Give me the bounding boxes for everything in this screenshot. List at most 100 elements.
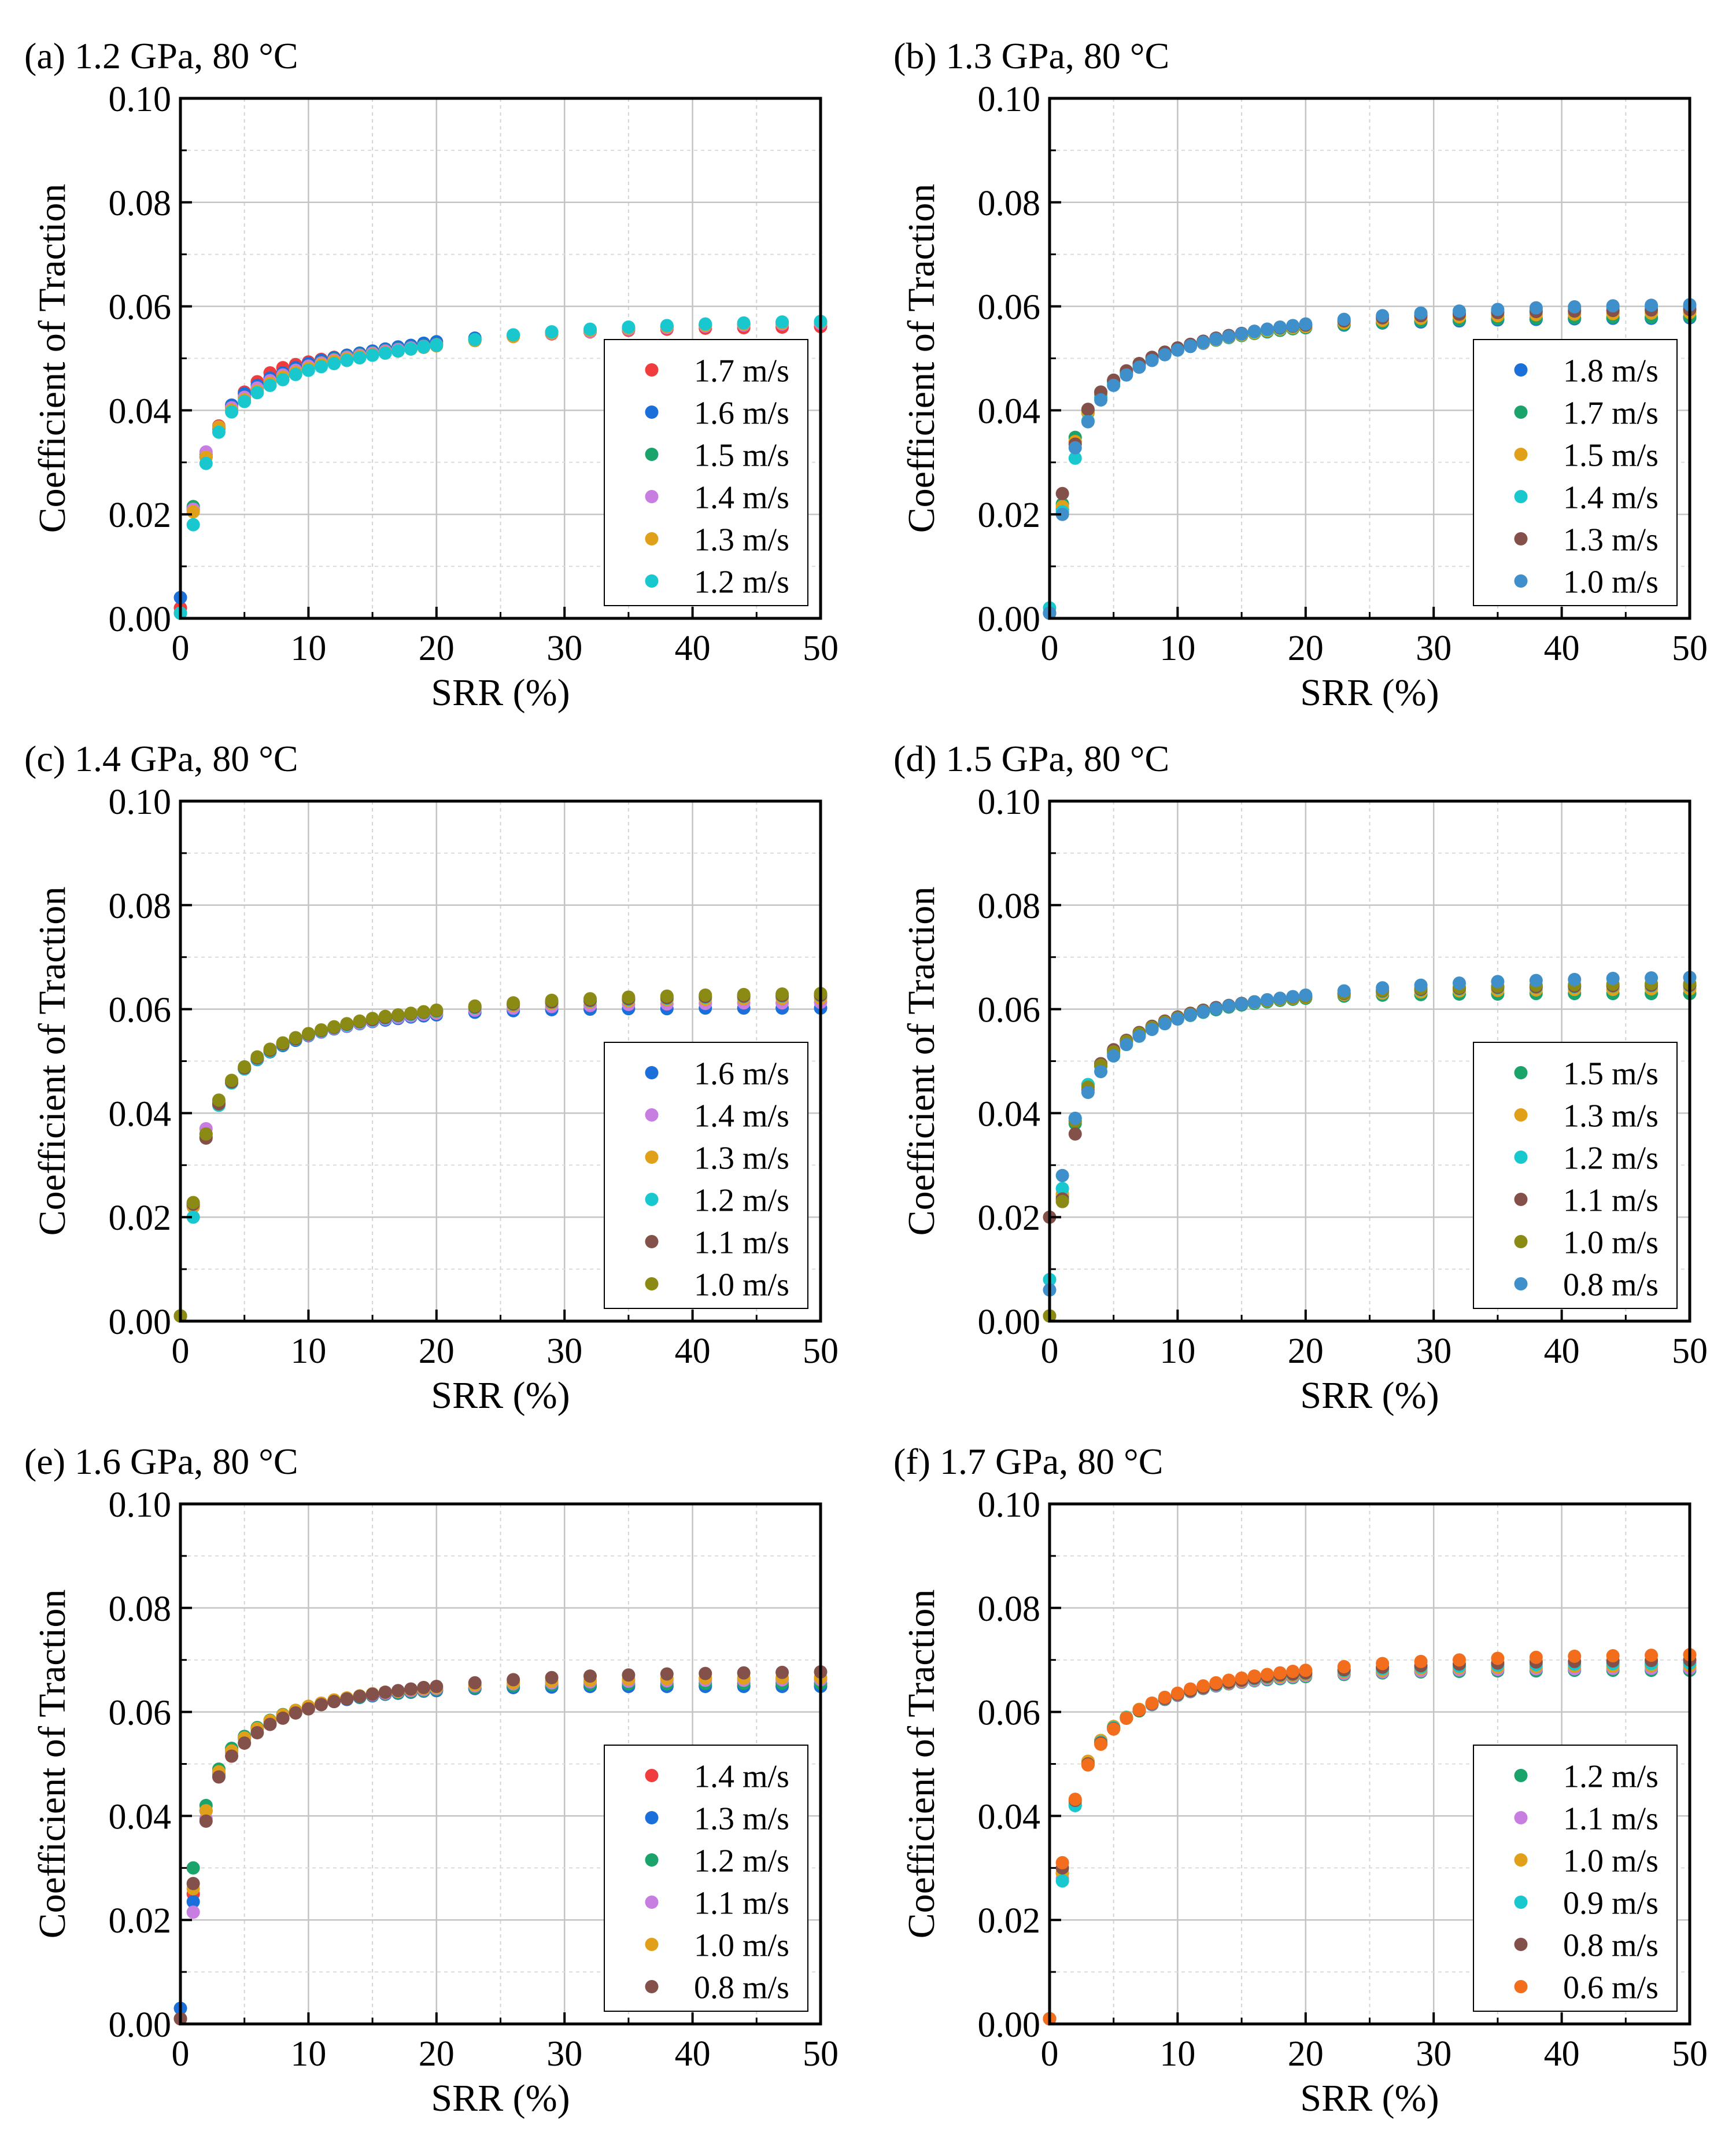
x-tick-label: 50 [803,2034,839,2074]
data-point [199,456,213,470]
panel-5: (e) 1.6 GPa, 80 °C 0 10 20 30 40 50 SRR (%) 0.00… [24,1441,839,2119]
x-tick-label: 10 [290,629,326,668]
x-axis-label: SRR (%) [431,1374,570,1417]
data-point [583,1669,597,1683]
x-axis-label: SRR (%) [431,2077,570,2119]
data-point [1068,1111,1082,1125]
data-point [250,1050,264,1064]
data-point [276,1036,290,1050]
x-tick-label: 50 [1672,2034,1708,2074]
y-axis-label: Coefficient of Traction [900,184,943,533]
data-point [1120,368,1133,382]
panel-1: (a) 1.2 GPa, 80 °C 0 10 20 30 40 50 SRR (%) 0.00… [24,35,839,714]
data-point [1222,1673,1236,1687]
data-point [378,346,392,360]
y-tick-label: 0.02 [109,1901,172,1941]
y-tick-label: 0.04 [978,392,1041,431]
legend-marker [1514,405,1528,419]
y-tick-label: 0.00 [978,2005,1041,2045]
y-tick-label: 0.00 [109,2005,172,2045]
data-point [365,1687,379,1701]
data-point [1094,393,1108,407]
data-point [775,1665,789,1679]
data-point [1414,978,1428,992]
data-point [186,1905,200,1919]
data-point [1184,339,1198,353]
gridlines [180,801,821,1321]
x-axis-label: SRR (%) [1300,2077,1439,2119]
legend-label: 1.2 m/s [694,1183,789,1219]
y-axis: 0.00 0.02 0.04 0.06 0.08 0.10 Coefficient of T… [31,783,192,1342]
legend-marker [1514,574,1528,588]
data-point [365,348,379,362]
data-point [775,315,789,329]
data-point [1196,1005,1210,1019]
data-point [430,1003,444,1017]
series-0-6-m-s [1043,1648,1697,2026]
panel-3: (c) 1.4 GPa, 80 °C 0 10 20 30 40 50 SRR (%) 0.00… [24,738,839,1417]
data-point [417,340,431,354]
data-point [238,1736,252,1750]
legend-marker [1514,363,1528,377]
y-axis-label: Coefficient of Traction [31,1590,73,1939]
legend-box [604,1745,808,2012]
y-tick-label: 0.08 [109,1590,172,1629]
data-point [365,1012,379,1026]
legend-marker [645,532,659,545]
data-point [186,1876,200,1890]
data-point [1247,1669,1261,1683]
legend: 1.7 m/s 1.6 m/s 1.5 m/s 1.4 m/s 1.3 m/s 1.2 m… [604,339,808,606]
legend-box [604,1042,808,1309]
data-point [1491,975,1505,989]
legend-label: 1.0 m/s [694,1267,789,1303]
legend-marker [645,1277,659,1290]
data-point [1273,991,1287,1005]
data-point [1273,1666,1287,1680]
x-tick-label: 20 [419,1332,455,1371]
legend-marker [645,405,659,419]
legend-marker [645,1896,659,1909]
x-tick-label: 30 [1416,2034,1451,2074]
y-axis: 0.00 0.02 0.04 0.06 0.08 0.10 Coefficient of T… [900,80,1061,639]
legend-marker [645,1151,659,1164]
data-point [186,1210,200,1224]
x-tick-label: 10 [1159,629,1195,668]
legend-marker [1514,1235,1528,1248]
data-point [583,322,597,336]
x-tick-label: 40 [1544,1332,1580,1371]
data-point [315,360,328,374]
data-point [775,987,789,1001]
data-point [1068,1127,1082,1141]
data-point [1299,317,1313,331]
legend-label: 1.4 m/s [694,1759,789,1795]
data-point [1068,1793,1082,1806]
legend-label: 0.9 m/s [1563,1886,1659,1922]
legend-label: 1.0 m/s [694,1928,789,1964]
data-point [1055,507,1069,521]
data-point [507,996,520,1010]
data-point [289,1706,302,1720]
data-point [250,386,264,400]
data-point [327,1020,341,1034]
x-tick-label: 10 [1159,1332,1195,1371]
legend-marker [645,1853,659,1867]
data-point [1235,997,1249,1011]
data-point [1222,999,1236,1013]
legend-label: 1.6 m/s [694,396,789,432]
data-point [1158,1017,1172,1031]
data-point [1222,330,1236,344]
legend-marker [1514,1853,1528,1867]
legend-label: 1.4 m/s [1563,480,1659,516]
data-point [660,1667,674,1681]
data-point [1094,1737,1108,1751]
data-point [315,1698,328,1712]
data-point [1273,320,1287,334]
y-tick-label: 0.06 [978,991,1041,1030]
legend-label: 1.3 m/s [1563,1098,1659,1134]
legend: 1.2 m/s 1.1 m/s 1.0 m/s 0.9 m/s 0.8 m/s 0.6 m… [1473,1745,1678,2012]
legend-marker [1514,532,1528,545]
data-point [289,367,302,381]
legend-label: 1.5 m/s [1563,438,1659,474]
data-point [699,988,712,1002]
data-point [545,993,559,1007]
